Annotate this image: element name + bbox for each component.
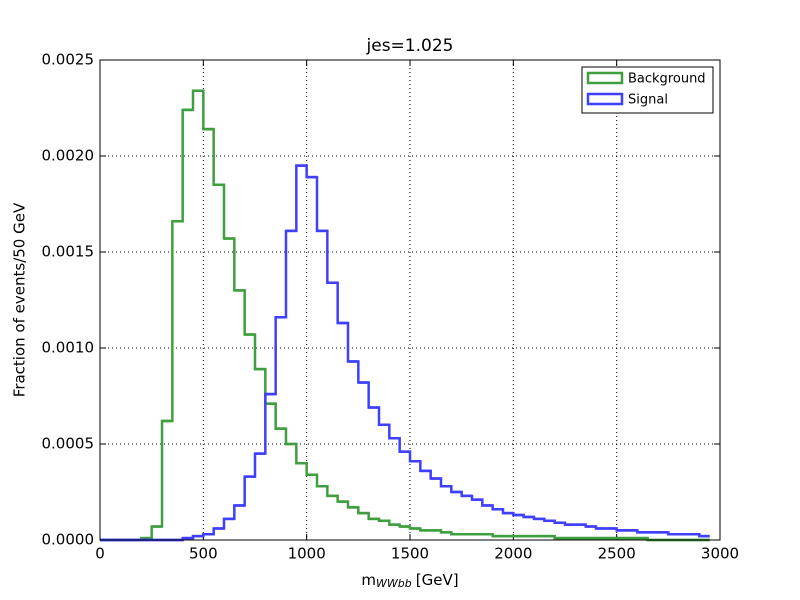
x-label-unit: [GeV] — [416, 571, 459, 589]
y-tick-label: 0.0000 — [42, 531, 95, 549]
legend-label: Signal — [628, 93, 668, 108]
y-tick-label: 0.0015 — [42, 243, 95, 261]
y-tick-label: 0.0025 — [42, 51, 95, 69]
x-tick-label: 1500 — [391, 545, 429, 563]
legend-swatch — [586, 92, 624, 106]
x-tick-label: 1000 — [288, 545, 326, 563]
x-tick-label: 3000 — [701, 545, 739, 563]
x-tick-label: 500 — [189, 545, 218, 563]
x-axis-label: mWWbb [GeV] — [361, 571, 458, 591]
x-tick-label: 2500 — [598, 545, 636, 563]
histogram-outline — [100, 89, 710, 542]
x-tick-label: 2000 — [494, 545, 532, 563]
legend-box — [581, 66, 714, 114]
y-tick-label: 0.0020 — [42, 147, 95, 165]
x-label-base: m — [361, 571, 376, 589]
series — [100, 164, 710, 542]
y-tick-label: 0.0005 — [42, 435, 95, 453]
plot-frame — [99, 59, 721, 541]
x-label-sub: WWbb — [376, 577, 412, 590]
y-tick-label: 0.0010 — [42, 339, 95, 357]
chart-title: jes=1.025 — [366, 36, 454, 56]
y-axis-label: Fraction of events/50 GeV — [11, 202, 29, 397]
legend-swatch — [586, 71, 624, 85]
x-tick-label: 0 — [95, 545, 105, 563]
legend-label: Background — [628, 72, 706, 87]
histogram-outline — [100, 164, 710, 542]
